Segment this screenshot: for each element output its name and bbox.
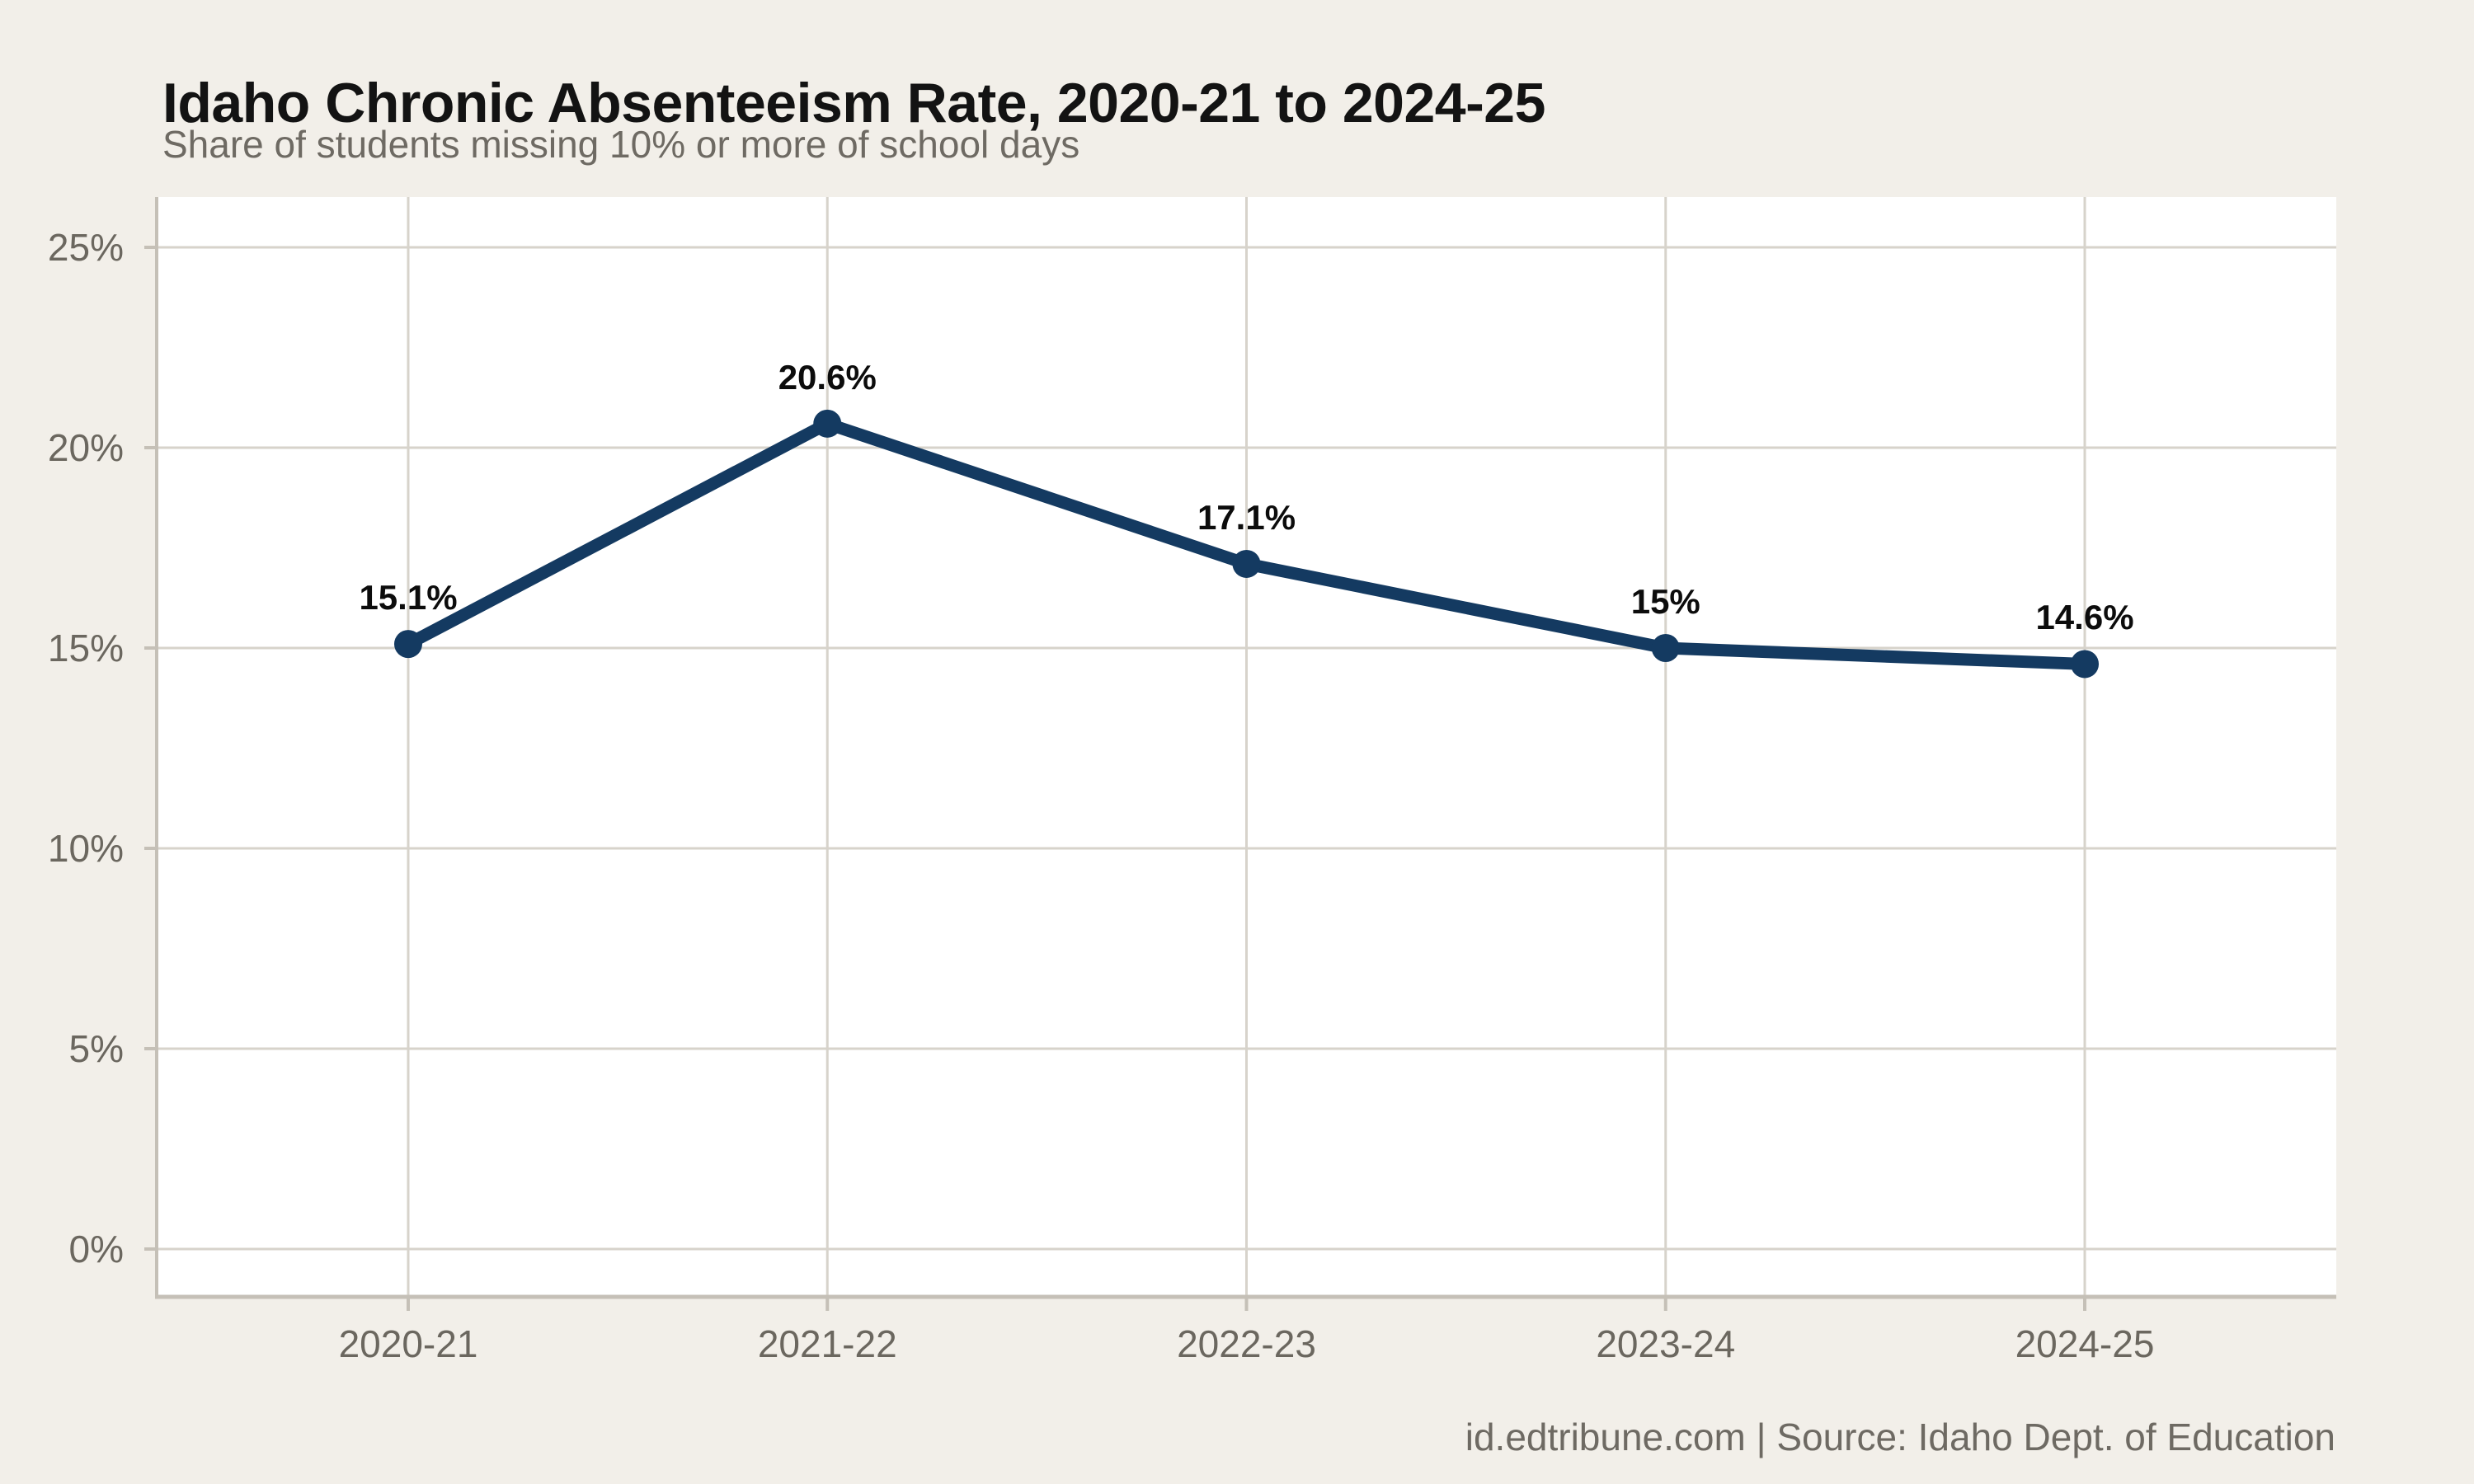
data-point bbox=[2071, 650, 2099, 679]
data-point bbox=[1651, 634, 1680, 662]
source-credit: id.edtribune.com | Source: Idaho Dept. o… bbox=[1465, 1416, 2335, 1458]
data-point bbox=[394, 630, 422, 659]
data-point bbox=[813, 409, 842, 438]
chart-title: Idaho Chronic Absenteeism Rate, 2020-21 … bbox=[162, 71, 1545, 134]
data-point bbox=[1232, 549, 1261, 578]
chart-subtitle: Share of students missing 10% or more of… bbox=[162, 123, 1080, 166]
